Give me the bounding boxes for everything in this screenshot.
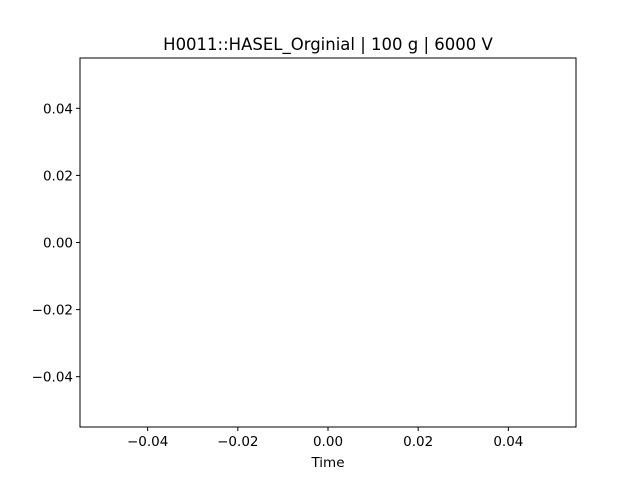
x-tick-label: −0.04 — [127, 434, 168, 450]
y-tick-label: 0.04 — [43, 101, 73, 117]
x-tick-label: −0.02 — [217, 434, 258, 450]
x-axis-label: Time — [310, 455, 344, 471]
y-tick-label: −0.04 — [32, 370, 73, 386]
x-tick-label: 0.02 — [403, 434, 433, 450]
y-tick-label: 0.00 — [43, 236, 73, 252]
y-tick-label: 0.02 — [43, 168, 73, 184]
chart-title: H0011::HASEL_Orginial | 100 g | 6000 V — [163, 35, 493, 55]
y-axis: −0.04 −0.02 0.00 0.02 0.04 — [32, 101, 80, 386]
x-tick-label: 0.04 — [493, 434, 523, 450]
y-tick-label: −0.02 — [32, 303, 73, 319]
x-axis: −0.04 −0.02 0.00 0.02 0.04 — [127, 427, 523, 450]
plot-area — [79, 57, 577, 428]
x-tick-label: 0.00 — [313, 434, 343, 450]
